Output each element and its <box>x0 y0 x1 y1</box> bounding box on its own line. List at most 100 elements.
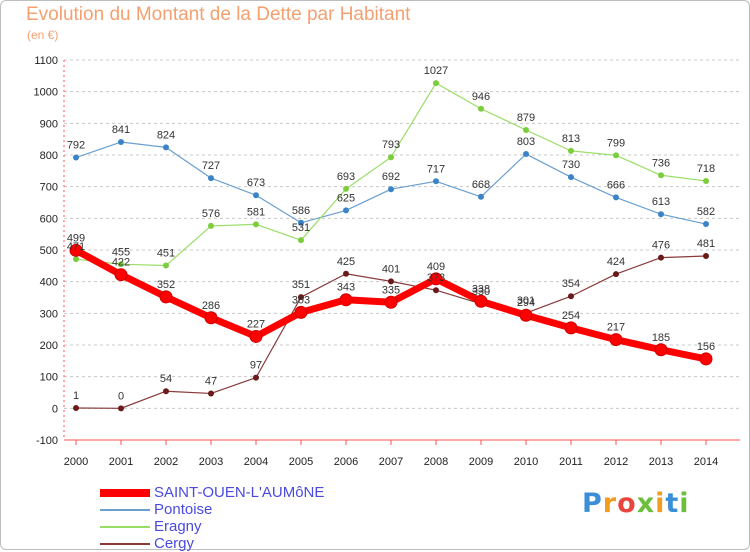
x-tick-label: 2001 <box>109 456 133 468</box>
series-point <box>388 278 394 285</box>
legend-item: Eragny <box>100 518 324 535</box>
data-label: 586 <box>292 205 310 217</box>
legend-swatch <box>100 488 150 497</box>
data-label: 718 <box>697 163 715 175</box>
series-point <box>208 222 214 229</box>
legend-label: SAINT-OUEN-L'AUMôNE <box>154 484 325 501</box>
logo-letter: r <box>602 488 618 519</box>
data-label: 352 <box>157 279 175 291</box>
data-label: 455 <box>112 246 130 258</box>
x-tick-label: 2012 <box>604 456 628 468</box>
data-label: 338 <box>472 283 490 295</box>
y-tick-label: 800 <box>40 150 58 162</box>
proxiti-logo: Proxiti <box>582 488 690 519</box>
series-point <box>433 287 439 294</box>
data-label-layer: 499 422 352 286 227 303 343 335 409 338 294 254 217 1… <box>67 65 715 402</box>
legend-label: Pontoise <box>154 501 213 518</box>
legend-label: Eragny <box>154 518 202 535</box>
x-tick-label: 2000 <box>64 456 88 468</box>
legend-item: Pontoise <box>100 501 324 518</box>
series-point <box>658 254 664 261</box>
data-label: 156 <box>697 341 715 353</box>
data-label: 97 <box>250 360 262 372</box>
series-point <box>523 126 529 133</box>
series-point <box>339 293 353 307</box>
series-point <box>118 139 124 146</box>
series-point <box>253 192 259 199</box>
data-label: 613 <box>652 196 670 208</box>
series-point <box>253 221 259 228</box>
y-tick-label: 400 <box>40 277 58 289</box>
series-point <box>384 295 398 309</box>
series-point <box>294 305 308 319</box>
series-point <box>343 207 349 214</box>
logo-letter: i <box>655 488 666 519</box>
data-label: 476 <box>652 240 670 252</box>
series-point <box>433 80 439 87</box>
series-point <box>703 221 709 228</box>
series-point <box>298 294 304 301</box>
data-label: 793 <box>382 139 400 151</box>
data-label: 1 <box>73 390 79 402</box>
series-point <box>298 237 304 244</box>
data-label: 792 <box>67 140 85 152</box>
logo-letter: o <box>617 488 637 519</box>
unit-label: (en €) <box>27 28 59 42</box>
series-point <box>433 178 439 185</box>
data-label: 185 <box>652 332 670 344</box>
series-point <box>568 174 574 181</box>
x-tick-label: 2003 <box>199 456 223 468</box>
data-label: 294 <box>517 297 535 309</box>
data-label: 693 <box>337 171 355 183</box>
data-label: 841 <box>112 124 130 136</box>
series-point <box>69 243 83 257</box>
data-label: 54 <box>160 373 172 385</box>
series-point <box>159 290 173 304</box>
x-tick-label: 2007 <box>379 456 403 468</box>
series-point <box>388 154 394 161</box>
series-point <box>429 272 443 286</box>
data-label: 425 <box>337 256 355 268</box>
series-point <box>568 293 574 300</box>
series-point <box>703 177 709 184</box>
series-point <box>564 321 578 335</box>
series-point <box>609 333 623 347</box>
x-tick-label: 2014 <box>694 456 718 468</box>
y-tick-label: 500 <box>40 245 58 257</box>
grid-layer <box>64 59 740 441</box>
series-point <box>114 268 128 282</box>
data-label: 668 <box>472 179 490 191</box>
series-point <box>478 193 484 200</box>
y-tick-label: 300 <box>40 308 58 320</box>
chart-title: Evolution du Montant de la Dette par Hab… <box>26 4 411 25</box>
y-tick-label: 1100 <box>34 55 58 67</box>
series-point <box>568 147 574 154</box>
legend: SAINT-OUEN-L'AUMôNE Pontoise Eragny Cergy <box>100 484 324 552</box>
logo-letter: P <box>582 488 603 519</box>
data-label: 625 <box>337 192 355 204</box>
data-label: 47 <box>205 375 217 387</box>
data-label: 471 <box>67 241 85 253</box>
series-point <box>474 294 488 308</box>
series-point <box>249 329 263 343</box>
series-point <box>658 172 664 179</box>
x-tick-label: 2011 <box>559 456 583 468</box>
series-point <box>163 144 169 151</box>
legend-item: SAINT-OUEN-L'AUMôNE <box>100 484 324 501</box>
y-tick-label: 900 <box>40 118 58 130</box>
legend-item: Cergy <box>100 535 324 552</box>
y-tick-label: 700 <box>40 182 58 194</box>
data-label: 1027 <box>424 65 448 77</box>
series-point <box>658 211 664 218</box>
data-label: 499 <box>67 232 85 244</box>
data-label: 0 <box>118 390 124 402</box>
data-label: 531 <box>292 222 310 234</box>
data-label: 673 <box>247 177 265 189</box>
data-label: 582 <box>697 206 715 218</box>
series-point <box>699 352 713 366</box>
data-label: 354 <box>562 278 580 290</box>
data-label: 409 <box>427 261 445 273</box>
series-point <box>204 311 218 325</box>
x-tick-label: 2009 <box>469 456 493 468</box>
data-label: 343 <box>337 282 355 294</box>
